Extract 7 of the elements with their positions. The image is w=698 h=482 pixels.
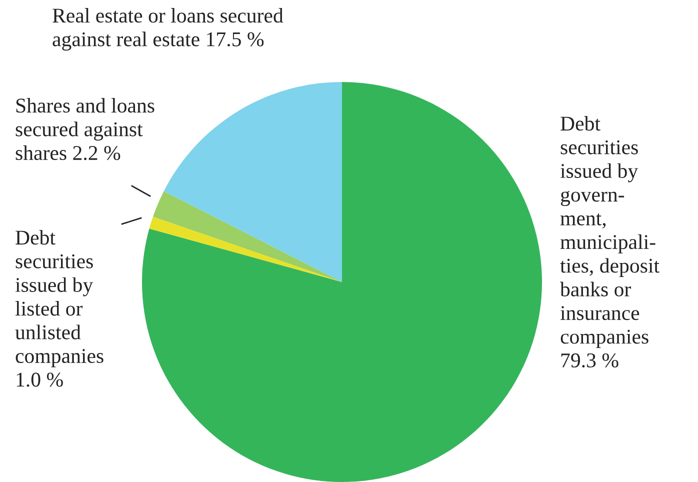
- pie-slice: [164, 82, 342, 282]
- category-label: Debt securities issued by govern- ment, municipali- ties, deposit banks or insurance companies 79.3 %: [560, 116, 660, 368]
- pie-slice: [149, 216, 342, 282]
- pie-slice: [152, 191, 342, 282]
- slice-label: Shares and loans secured against shares 2.2 %: [16, 98, 154, 160]
- slice-label: Real estate or loans secured against real estate 17.5 %: [52, 8, 284, 51]
- slice-label: Debt securities issued by listed or unlisted companies 1.0 %: [15, 230, 104, 387]
